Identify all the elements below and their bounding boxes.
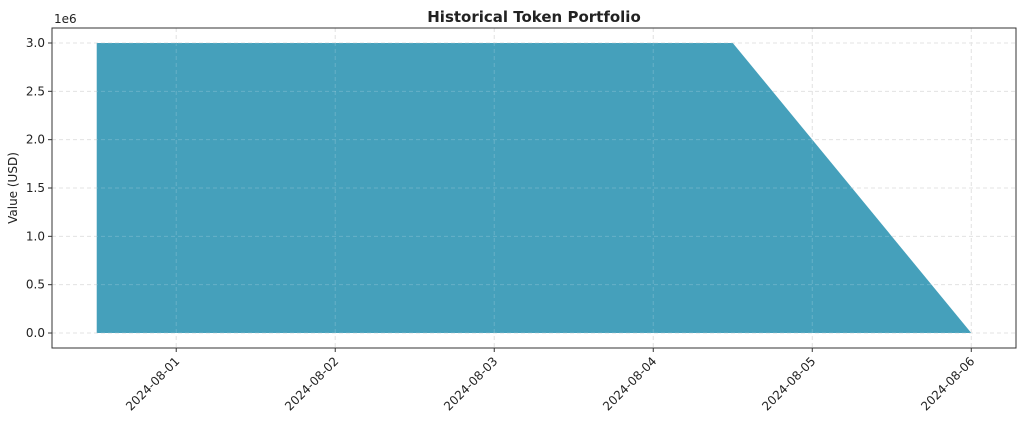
y-tick-label: 3.0 (26, 36, 45, 50)
y-axis: 0.0 0.5 1.0 1.5 2.0 2.5 3.0 (26, 36, 52, 340)
y-tick-label: 2.0 (26, 133, 45, 147)
area-series (96, 42, 972, 334)
x-tick-label: 2024-08-02 (282, 354, 341, 413)
y-axis-label: Value (USD) (6, 152, 20, 224)
y-tick-label: 1.0 (26, 229, 45, 243)
x-tick-label: 2024-08-01 (123, 354, 182, 413)
chart-title: Historical Token Portfolio (427, 8, 641, 26)
x-tick-label: 2024-08-05 (759, 354, 818, 413)
y-tick-label: 0.5 (26, 278, 45, 292)
grid-overlay (52, 28, 1016, 348)
x-tick-label: 2024-08-06 (918, 354, 977, 413)
x-tick-label: 2024-08-03 (441, 354, 500, 413)
area-layer (96, 42, 972, 334)
x-axis: 2024-08-01 2024-08-02 2024-08-03 2024-08-04… (123, 348, 977, 413)
y-offset-label: 1e6 (54, 12, 77, 26)
y-tick-label: 0.0 (26, 326, 45, 340)
y-tick-label: 2.5 (26, 84, 45, 98)
x-tick-label: 2024-08-04 (600, 354, 659, 413)
y-tick-label: 1.5 (26, 181, 45, 195)
